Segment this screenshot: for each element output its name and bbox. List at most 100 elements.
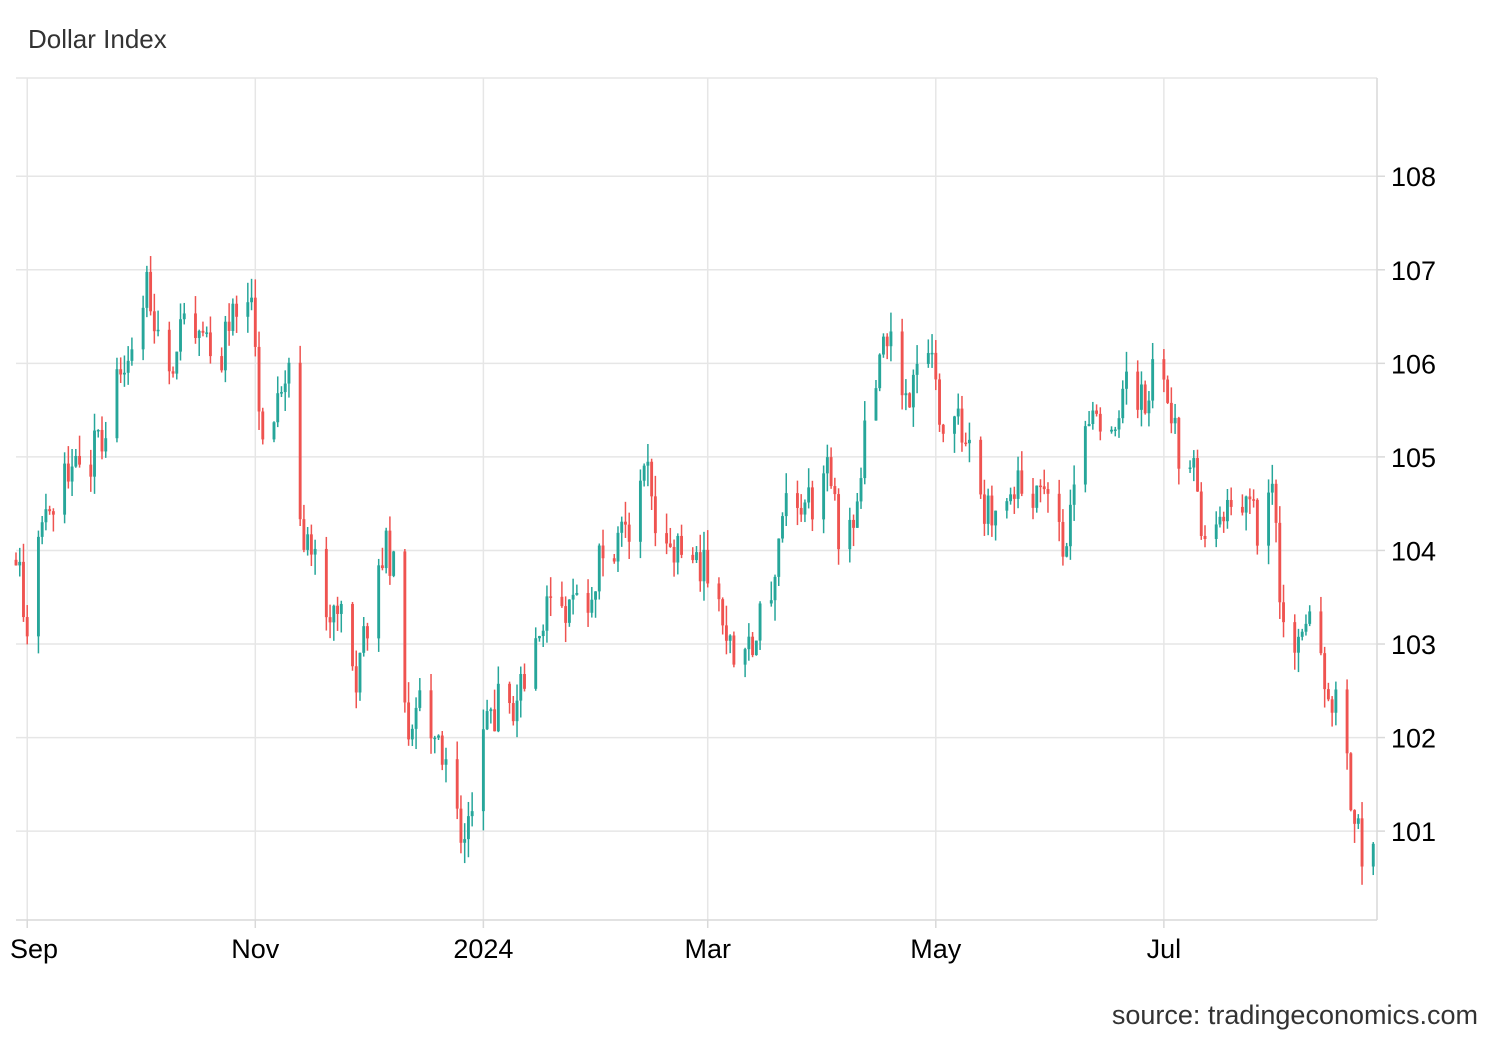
candle-up bbox=[313, 548, 317, 555]
candle-up bbox=[466, 816, 470, 840]
x-tick-label: Mar bbox=[684, 934, 731, 964]
candle-down bbox=[979, 439, 983, 495]
candle-up bbox=[953, 416, 956, 434]
candle-up bbox=[377, 565, 381, 639]
candle-up bbox=[1016, 470, 1020, 499]
candle-down bbox=[366, 626, 369, 639]
candle-up bbox=[956, 408, 960, 417]
candle-down bbox=[1293, 622, 1297, 653]
candle-up bbox=[1009, 494, 1013, 502]
candle-down bbox=[941, 424, 945, 434]
candle-up bbox=[126, 360, 130, 373]
candle-up bbox=[418, 690, 422, 708]
candle-up bbox=[1117, 418, 1121, 430]
candle-down bbox=[721, 599, 725, 626]
candle-up bbox=[223, 321, 227, 371]
candle-down bbox=[25, 617, 29, 637]
candle-down bbox=[328, 617, 332, 623]
candle-down bbox=[964, 442, 968, 445]
candle-down bbox=[564, 606, 568, 623]
candle-up bbox=[1083, 426, 1087, 485]
candle-down bbox=[1020, 470, 1024, 494]
candle-up bbox=[1147, 400, 1151, 414]
candle-up bbox=[848, 519, 852, 550]
candle-down bbox=[388, 530, 392, 576]
candle-up bbox=[855, 501, 859, 528]
y-tick-label: 104 bbox=[1391, 536, 1436, 566]
candle-down bbox=[429, 690, 433, 739]
candle-up bbox=[807, 487, 811, 503]
candle-down bbox=[653, 496, 657, 534]
candle-down bbox=[302, 519, 306, 550]
candle-down bbox=[852, 519, 855, 528]
candle-up bbox=[1173, 417, 1177, 424]
candle-up bbox=[414, 707, 418, 729]
candle-down bbox=[668, 543, 672, 547]
candle-down bbox=[837, 494, 841, 550]
candle-down bbox=[1248, 496, 1252, 500]
candle-up bbox=[205, 332, 209, 334]
candle-down bbox=[624, 521, 627, 525]
candle-up bbox=[1110, 429, 1113, 432]
candle-up bbox=[130, 349, 134, 361]
candle-up bbox=[616, 532, 620, 562]
x-tick-label: 2024 bbox=[453, 934, 513, 964]
candle-up bbox=[575, 592, 579, 595]
candle-down bbox=[523, 674, 526, 689]
candle-up bbox=[63, 463, 67, 515]
candle-down bbox=[1282, 602, 1285, 623]
candle-down bbox=[990, 495, 994, 526]
candle-up bbox=[1091, 410, 1095, 425]
candle-down bbox=[885, 336, 889, 347]
candle-down bbox=[1345, 689, 1349, 754]
candle-down bbox=[549, 596, 553, 598]
candle-down bbox=[100, 429, 104, 452]
candle-up bbox=[40, 522, 44, 537]
axes bbox=[16, 78, 1385, 928]
candle-up bbox=[489, 709, 493, 712]
candle-up bbox=[145, 271, 149, 308]
candle-up bbox=[541, 630, 545, 637]
candle-up bbox=[1297, 636, 1300, 653]
x-tick-label: Nov bbox=[231, 934, 280, 964]
candle-down bbox=[1255, 499, 1259, 546]
candle-up bbox=[777, 538, 781, 577]
candle-up bbox=[994, 510, 998, 526]
candle-up bbox=[594, 591, 597, 600]
candle-down bbox=[380, 565, 384, 569]
candle-down bbox=[1098, 413, 1102, 432]
candle-down bbox=[1319, 611, 1323, 654]
y-tick-label: 101 bbox=[1391, 817, 1436, 847]
candle-up bbox=[444, 759, 448, 765]
candle-up bbox=[904, 393, 908, 396]
candle-up bbox=[567, 599, 571, 623]
candle-up bbox=[18, 561, 22, 566]
y-tick-label: 105 bbox=[1391, 443, 1436, 473]
candle-up bbox=[272, 422, 276, 440]
candle-down bbox=[194, 313, 197, 338]
candle-down bbox=[354, 666, 358, 693]
candle-down bbox=[257, 346, 261, 412]
candle-down bbox=[403, 551, 407, 703]
candle-down bbox=[691, 554, 695, 561]
candle-down bbox=[1203, 535, 1207, 539]
candle-up bbox=[1065, 546, 1069, 557]
candle-down bbox=[982, 494, 986, 524]
candle-down bbox=[680, 535, 683, 555]
candle-down bbox=[1046, 489, 1050, 494]
candle-up bbox=[1192, 458, 1196, 468]
y-tick-label: 107 bbox=[1391, 256, 1436, 286]
candle-up bbox=[122, 372, 126, 375]
candle-up bbox=[538, 636, 541, 639]
candle-down bbox=[1222, 516, 1226, 522]
y-tick-label: 103 bbox=[1391, 630, 1436, 660]
candle-down bbox=[201, 330, 205, 333]
candle-down bbox=[751, 636, 755, 656]
candle-up bbox=[874, 388, 878, 421]
candle-down bbox=[1326, 689, 1330, 700]
candle-down bbox=[960, 408, 964, 443]
candle-up bbox=[1125, 371, 1128, 389]
candle-up bbox=[803, 502, 807, 515]
candle-down bbox=[1196, 458, 1199, 492]
